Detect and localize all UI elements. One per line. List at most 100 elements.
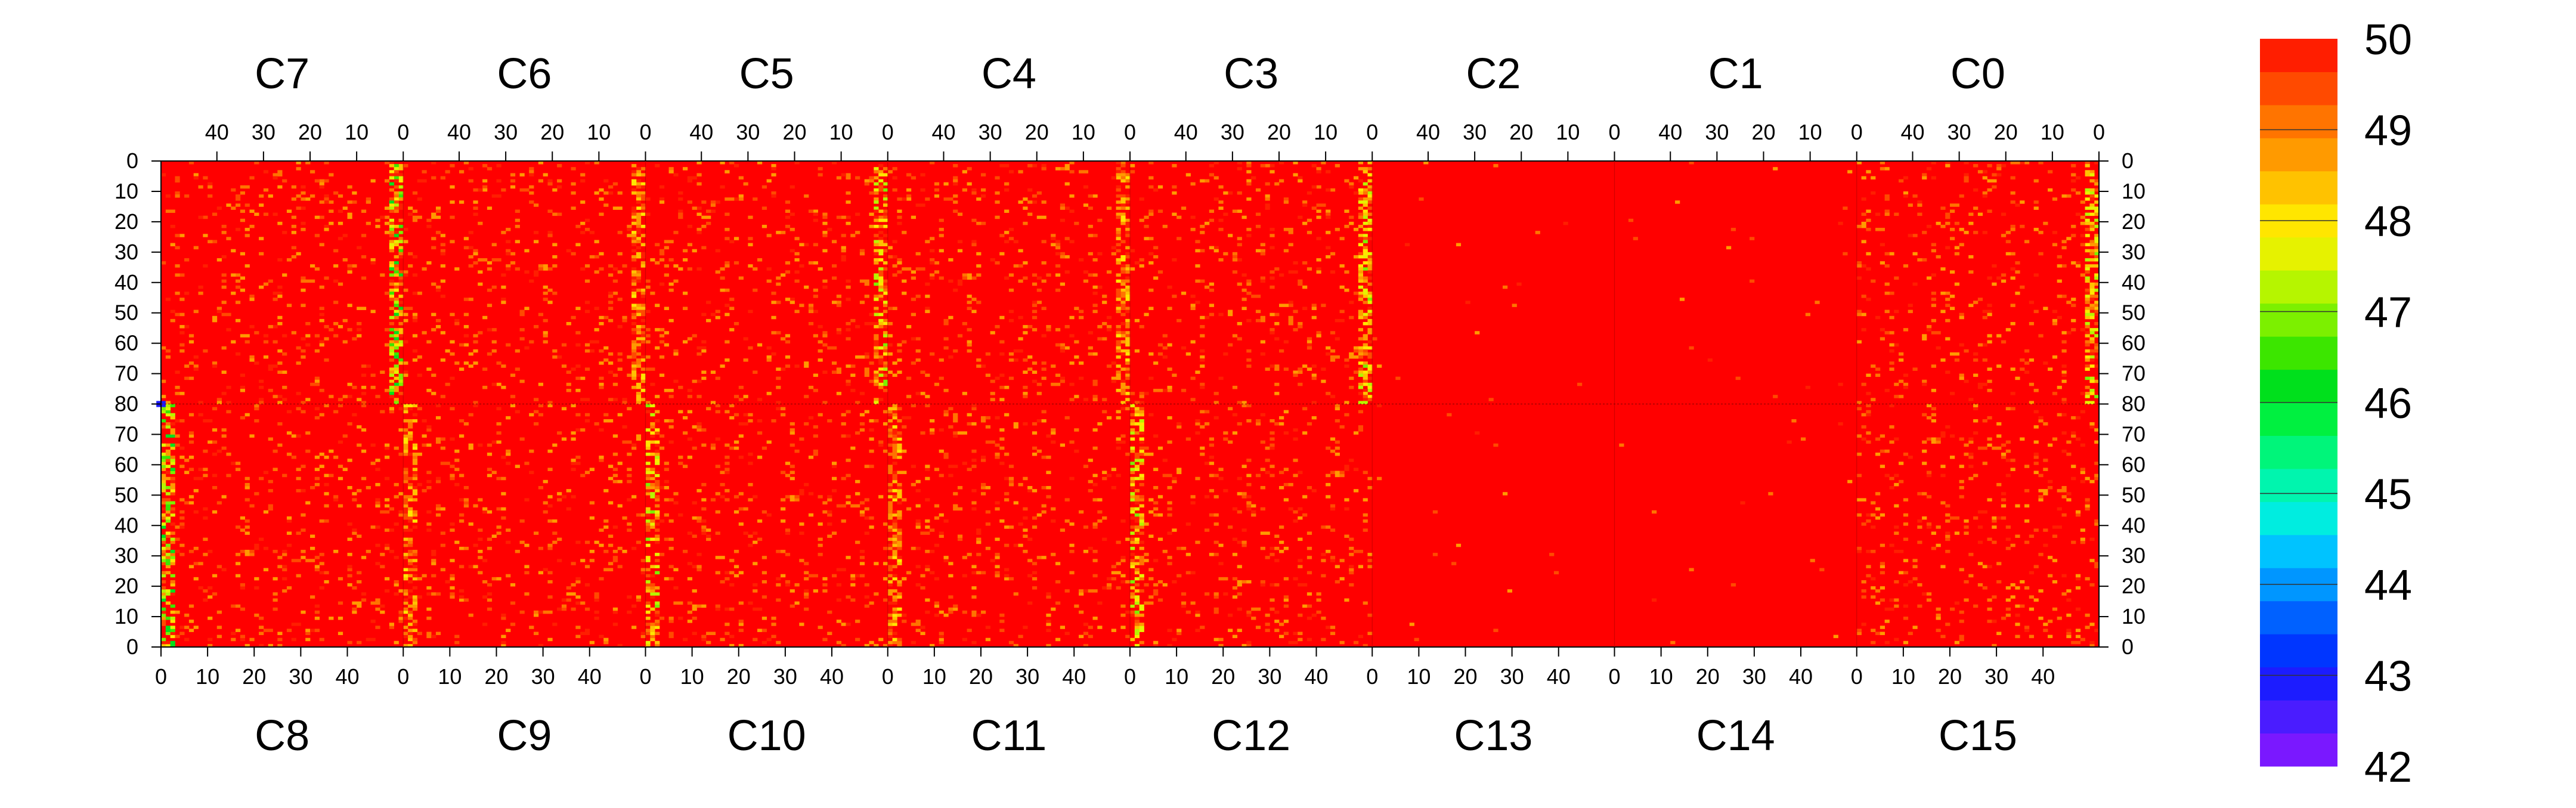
heatmap-cell: [571, 252, 576, 256]
heatmap-cell: [403, 610, 408, 614]
heatmap-cell: [808, 385, 814, 389]
heatmap-cell: [911, 361, 917, 365]
heatmap-cell: [874, 340, 879, 344]
heatmap-cell: [748, 534, 753, 538]
heatmap-cell: [1157, 352, 1163, 356]
heatmap-cell: [244, 525, 250, 529]
heatmap-cell: [846, 173, 851, 177]
heatmap-cell: [696, 228, 702, 231]
heatmap-cell: [389, 176, 395, 179]
heatmap-cell: [710, 498, 716, 501]
heatmap-cell: [580, 221, 586, 225]
heatmap-cell: [1358, 337, 1364, 340]
heatmap-cell: [333, 498, 339, 501]
heatmap-cell: [440, 176, 445, 179]
heatmap-cell: [394, 288, 399, 292]
heatmap-cell: [282, 352, 287, 356]
heatmap-cell: [818, 626, 823, 629]
heatmap-cell: [1139, 258, 1144, 262]
heatmap-cell: [1032, 431, 1038, 435]
heatmap-cell: [971, 565, 977, 568]
heatmap-cell: [1344, 401, 1349, 404]
heatmap-cell: [408, 613, 413, 617]
heatmap-cell: [487, 592, 493, 596]
heatmap-cell: [1032, 489, 1038, 493]
heatmap-cell: [608, 264, 614, 268]
heatmap-cell: [1032, 309, 1038, 314]
heatmap-cell: [636, 340, 642, 344]
heatmap-cell: [608, 191, 614, 195]
heatmap-cell: [887, 510, 893, 514]
heatmap-cell: [1936, 255, 1941, 259]
heatmap-cell: [2061, 340, 2067, 344]
heatmap-cell: [636, 270, 642, 274]
heatmap-cell: [1027, 355, 1033, 359]
heatmap-cell: [515, 209, 520, 213]
heatmap-cell: [967, 276, 972, 280]
heatmap-cell: [1116, 261, 1121, 265]
heatmap-cell: [1069, 194, 1075, 198]
heatmap-cell: [557, 185, 562, 189]
heatmap-cell: [902, 292, 907, 295]
heatmap-cell: [655, 164, 660, 168]
heatmap-cell: [1367, 318, 1373, 323]
heatmap-cell: [1996, 164, 2002, 168]
heatmap-cell: [1954, 252, 1960, 256]
heatmap-cell: [170, 482, 175, 487]
heatmap-cell: [836, 331, 842, 335]
heatmap-cell: [804, 364, 809, 368]
heatmap-cell: [878, 440, 884, 444]
heatmap-cell: [757, 343, 763, 347]
heatmap-cell: [827, 631, 832, 636]
heatmap-cell: [445, 170, 450, 174]
heatmap-cell: [2061, 379, 2067, 383]
heatmap-cell: [1083, 631, 1089, 636]
heatmap-cell: [403, 312, 408, 317]
heatmap-cell: [887, 516, 893, 520]
heatmap-cell: [706, 528, 711, 532]
heatmap-cell: [655, 473, 660, 478]
heatmap-cell: [231, 462, 236, 465]
heatmap-cell: [650, 440, 655, 444]
heatmap-cell: [2020, 367, 2025, 371]
heatmap-cell: [193, 489, 199, 493]
heatmap-cell: [892, 188, 897, 192]
heatmap-cell: [612, 468, 618, 471]
heatmap-cell: [836, 504, 842, 508]
heatmap-cell: [687, 620, 693, 623]
heatmap-cell: [575, 626, 581, 629]
heatmap-cell: [412, 598, 418, 602]
heatmap-cell: [892, 510, 897, 514]
heatmap-cell: [165, 556, 171, 559]
heatmap-cell: [212, 574, 218, 578]
heatmap-cell: [878, 361, 884, 365]
heatmap-cell: [650, 595, 655, 599]
heatmap-cell: [2089, 340, 2095, 344]
heatmap-cell: [640, 194, 646, 198]
heatmap-cell: [1773, 167, 1778, 171]
heatmap-cell: [352, 528, 357, 532]
heatmap-cell: [519, 540, 525, 544]
heatmap-cell: [892, 434, 897, 438]
heatmap-cell: [478, 270, 483, 274]
heatmap-cell: [981, 416, 986, 420]
heatmap-cell: [254, 543, 259, 547]
heatmap-cell: [645, 604, 651, 608]
heatmap-cell: [943, 519, 949, 523]
heatmap-cell: [1139, 197, 1144, 201]
heatmap-cell: [753, 495, 758, 499]
heatmap-cell: [236, 301, 241, 304]
heatmap-cell: [599, 197, 604, 201]
heatmap-cell: [645, 443, 651, 447]
heatmap-cell: [897, 583, 902, 587]
heatmap-cell: [878, 224, 884, 228]
heatmap-cell: [943, 337, 949, 340]
heatmap-cell: [1041, 361, 1046, 365]
heatmap-cell: [1200, 385, 1205, 389]
heatmap-cell: [370, 525, 376, 529]
heatmap-cell: [277, 349, 283, 353]
heatmap-cell: [1899, 352, 1904, 356]
heatmap-cell: [612, 434, 618, 438]
heatmap-cell: [1246, 234, 1252, 237]
heatmap-cell: [687, 395, 693, 398]
